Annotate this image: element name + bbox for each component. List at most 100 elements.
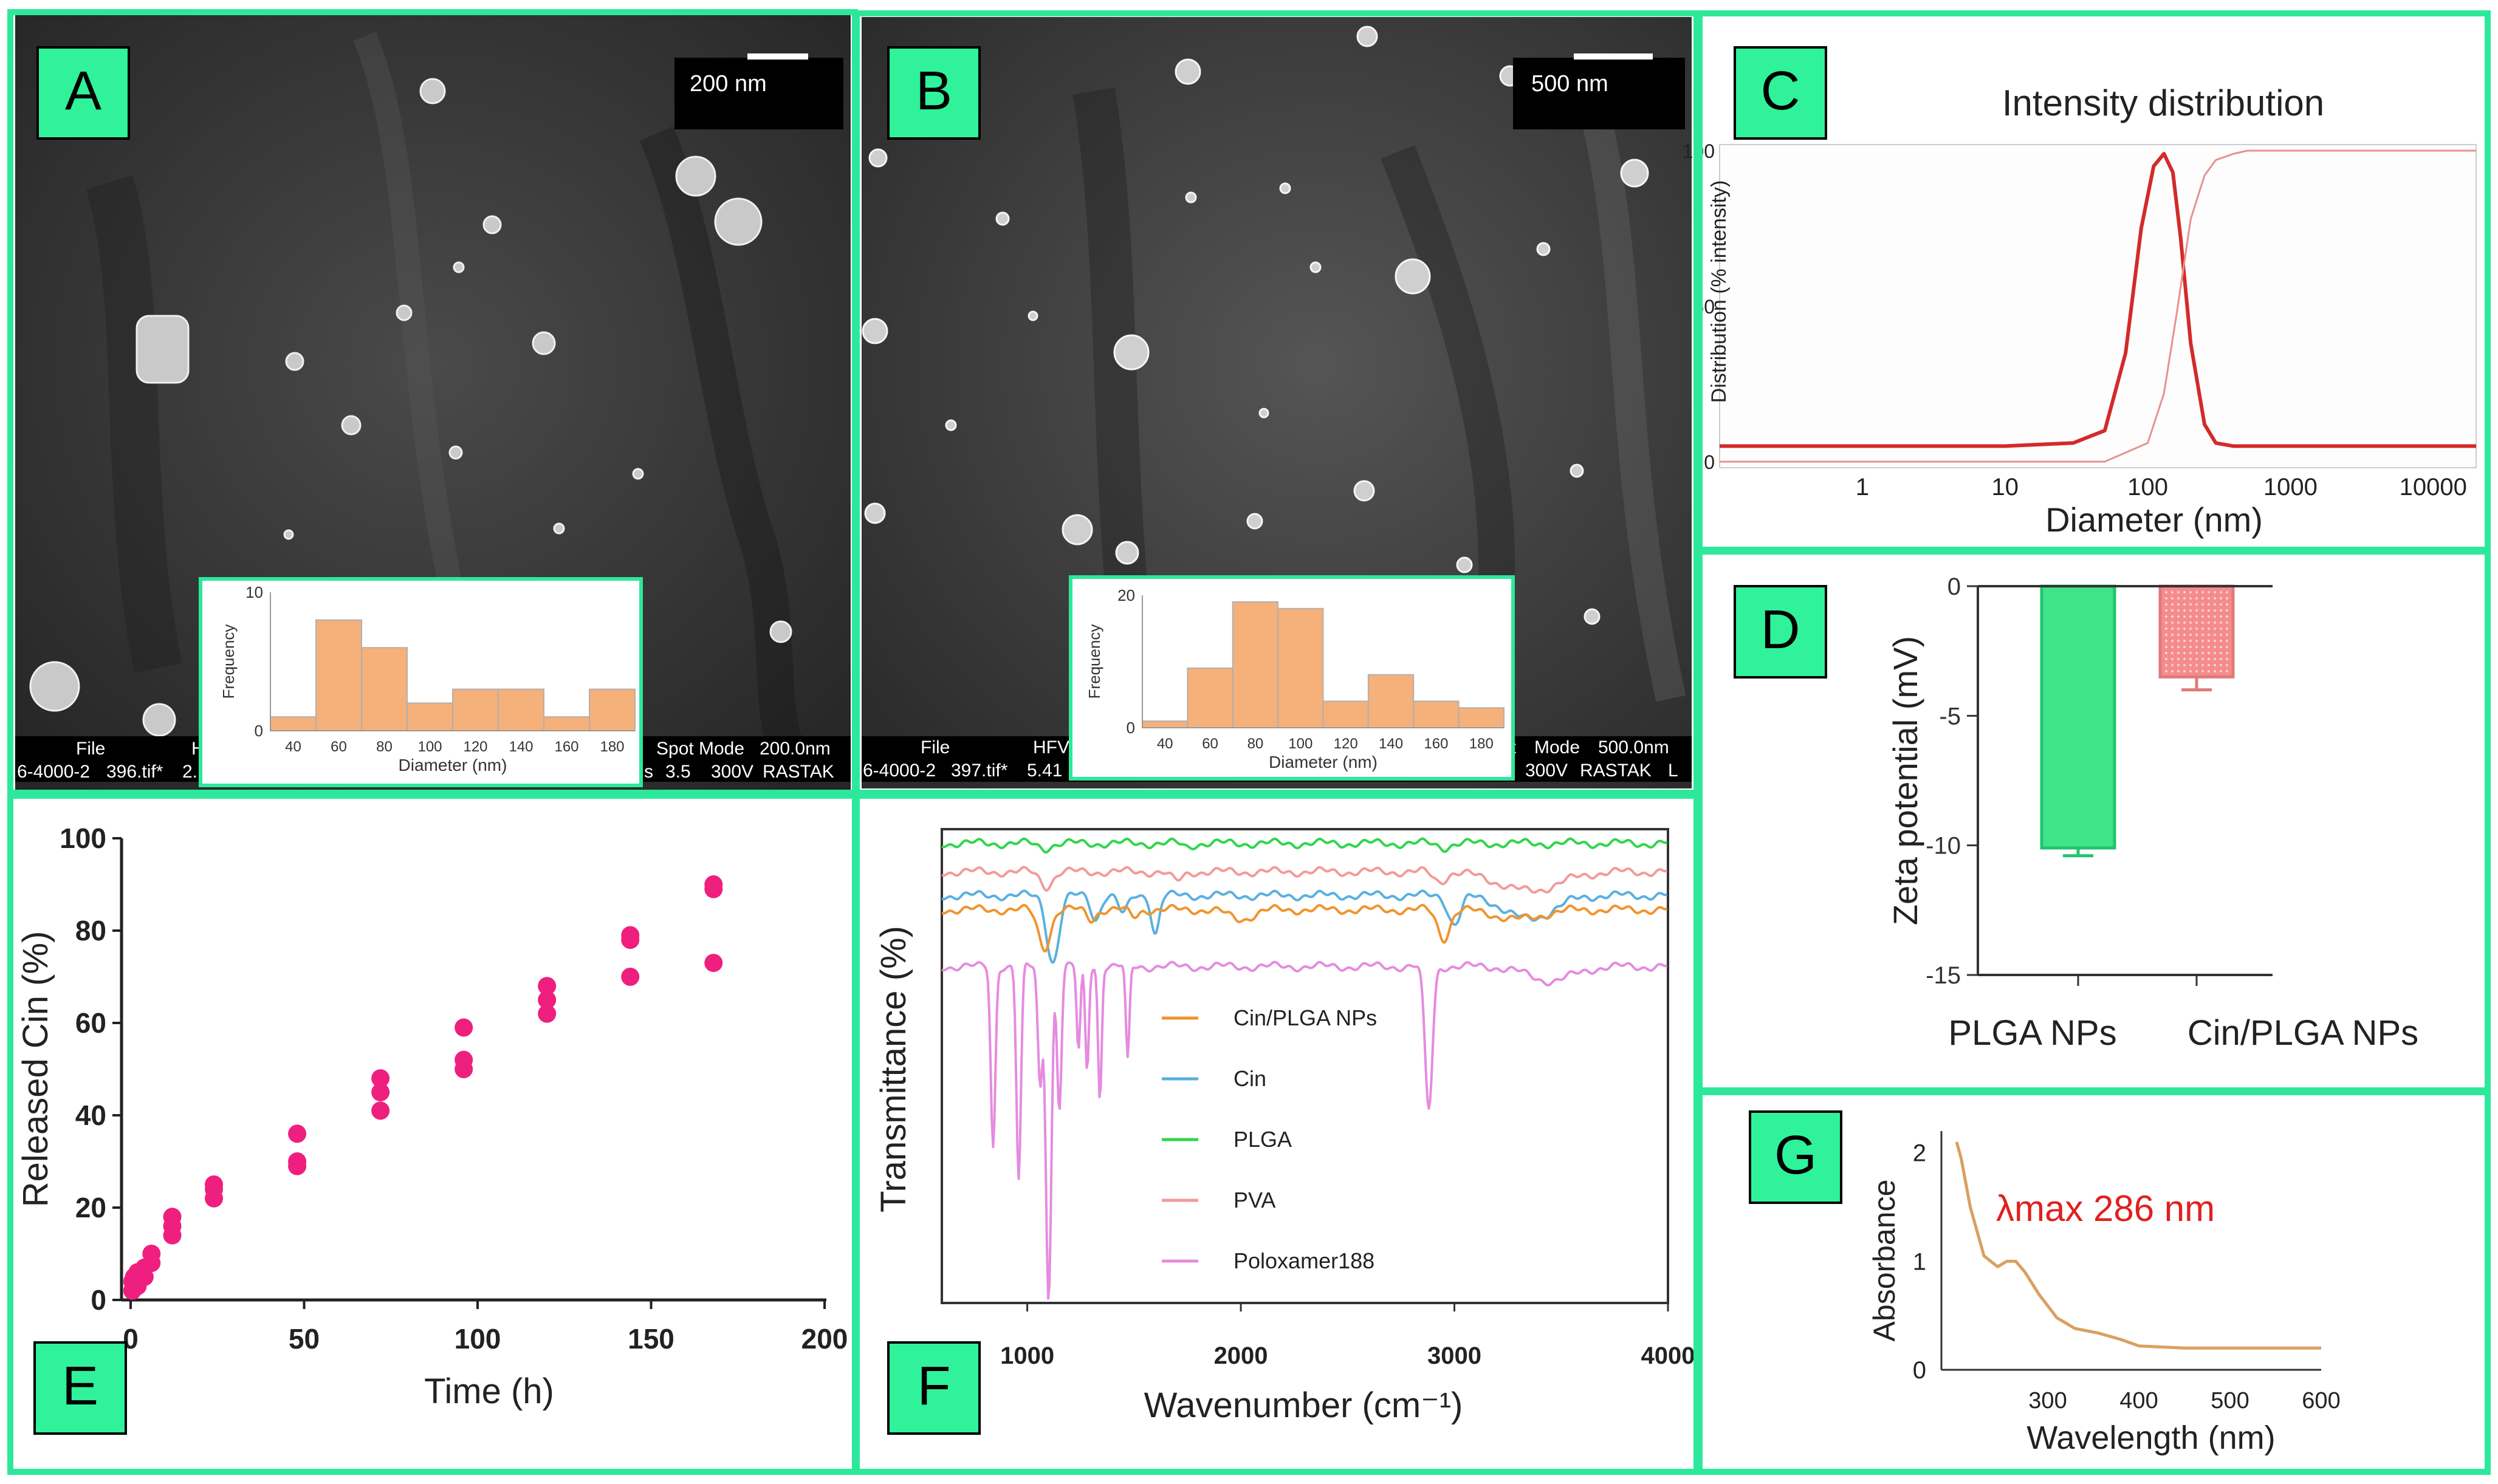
panel-borders — [7, 9, 2491, 1475]
panel-letter: C — [1761, 61, 1800, 121]
x-axis-label: Diameter (nm) — [1269, 753, 1378, 771]
sem-a-scale-bar — [747, 53, 808, 60]
data-point — [288, 1152, 307, 1171]
sem-a-info-value: 2. — [182, 762, 197, 782]
histogram-bar — [1232, 601, 1279, 729]
sem-b-info-value: 397.tif* — [951, 761, 1008, 781]
border-g — [1697, 1089, 2491, 1475]
series-line-distribution — [1720, 152, 2476, 448]
x-tick-label: 3000 — [1427, 1342, 1481, 1369]
legend-label: Poloxamer188 — [1234, 1248, 1374, 1273]
sem-a-scale-box — [674, 58, 843, 129]
panel-letter-box — [1749, 1110, 1842, 1204]
x-tick-label: 150 — [628, 1323, 674, 1355]
panel-f: 1000 2000 3000 4000 Cin/PLGA NPs Cin PLGA PVA Po… — [874, 828, 1695, 1425]
histogram-a-frame — [199, 577, 643, 787]
data-point — [704, 875, 723, 894]
x-tick-label: 120 — [463, 739, 487, 755]
chart-title: Intensity distribution — [2002, 83, 2324, 123]
y-axis-label: Frequency — [1085, 624, 1103, 699]
y-axis-label: Transmittance (%) — [874, 926, 913, 1212]
data-point — [455, 1050, 473, 1069]
panel-letter-box — [887, 46, 981, 140]
x-tick-label: 40 — [1157, 736, 1173, 752]
y-axis-label: Zeta potential (mV) — [1886, 636, 1924, 925]
panel-letter: E — [62, 1356, 98, 1417]
x-tick-label: 100 — [1288, 736, 1312, 752]
plot-area — [1719, 144, 2477, 468]
spectrum-Poloxamer188 — [941, 960, 1668, 1300]
sem-b-scale-box — [1513, 58, 1685, 129]
data-point — [205, 1175, 224, 1194]
sem-b-info-value: L — [1668, 761, 1678, 781]
lambda-max-annotation: λmax 286 nm — [1996, 1188, 2215, 1229]
panel-e-bg — [15, 796, 851, 1467]
y-tick-label: 0 — [1947, 573, 1961, 600]
data-point — [371, 1101, 390, 1120]
x-axis-label: Diameter (nm) — [399, 756, 507, 774]
sem-a-info-value: 6-4000-2 — [17, 762, 90, 782]
histogram-bar — [1322, 700, 1369, 729]
panel-letter: D — [1761, 600, 1800, 660]
y-axis-label: Absorbance — [1867, 1180, 1901, 1342]
y-tick-label: 80 — [75, 915, 106, 946]
y-axis-label: Distribution (% intensity) — [1707, 180, 1731, 403]
x-tick-label: 160 — [1424, 736, 1448, 752]
panel-g: 0 1 2 300 400 500 600 λmax 286 nm Wavelength (nm… — [1867, 1131, 2341, 1456]
data-point — [142, 1245, 161, 1263]
data-point — [455, 1018, 473, 1037]
histogram-bar — [1277, 607, 1324, 728]
x-tick-label: 180 — [600, 739, 624, 755]
histogram-bar — [452, 688, 499, 731]
histogram-bar — [1187, 667, 1234, 729]
plot-frame — [941, 828, 1669, 1304]
x-tick-label: 80 — [1247, 736, 1264, 752]
panel-b: 500 nm File HFV ot Mode 500.0nm 6-4000-2… — [862, 17, 1692, 788]
panel-d: 0 -5 -10 -15 PLGA NPs Cin/PLGA NPs Zeta potent… — [1886, 573, 2418, 1053]
y-tick-label: 0 — [255, 722, 263, 740]
y-tick-label: 60 — [75, 1007, 106, 1039]
panel-letter-box — [887, 1341, 981, 1435]
panel-letter: B — [916, 61, 952, 121]
x-tick-label: 140 — [1379, 736, 1403, 752]
sem-b-particles — [862, 26, 1649, 625]
x-tick-label: 4000 — [1641, 1342, 1695, 1369]
spectrum-PLGA — [941, 837, 1668, 854]
data-point — [538, 991, 557, 1009]
sem-a-info-value: 396.tif* — [106, 762, 163, 782]
y-tick-label: 40 — [75, 1099, 106, 1131]
panel-letter: A — [65, 61, 101, 121]
panel-a: 200 nm File H Spot Mode 200.0nm 6-4000-2… — [15, 15, 851, 790]
x-tick-label: 100 — [2127, 474, 2168, 501]
y-tick-label: -15 — [1926, 962, 1961, 989]
histogram-bar — [361, 647, 408, 731]
data-point — [621, 968, 640, 986]
legend-label: Cin/PLGA NPs — [1234, 1005, 1377, 1030]
sem-b-info-value: 5.41 — [1027, 761, 1062, 781]
panel-letter-box — [36, 46, 130, 140]
x-axis-label: Wavenumber (cm⁻¹) — [1144, 1386, 1463, 1425]
spectrum-line — [1955, 1141, 2321, 1350]
y-tick-label: 0 — [1127, 719, 1135, 737]
panel-letter: G — [1774, 1125, 1817, 1186]
category-label: PLGA NPs — [1948, 1013, 2116, 1053]
y-tick-label: 20 — [75, 1192, 106, 1223]
sem-a-info-value: 3.5 — [665, 762, 691, 782]
sem-b-info-header: Mode — [1534, 737, 1580, 757]
x-tick-label: 1000 — [1000, 1342, 1054, 1369]
histogram-bar — [407, 702, 453, 732]
spectrum-Cin/PLGA NPs — [941, 903, 1668, 952]
sem-a-info-header: Mode — [699, 739, 744, 759]
sem-a-info-header: Spot — [656, 739, 694, 759]
panel-letter: F — [918, 1356, 951, 1417]
y-tick-label: 0 — [91, 1284, 106, 1316]
legend-label: Cin — [1234, 1066, 1266, 1091]
sem-a-info-value: 300V — [711, 762, 753, 782]
panel-letter-box — [33, 1341, 127, 1435]
sem-b-scale-bar — [1574, 53, 1653, 60]
x-axis-label: Diameter (nm) — [2045, 501, 2263, 539]
legend-label: PLGA — [1234, 1127, 1292, 1152]
sem-b-info-value: 6-4000-2 — [863, 761, 936, 781]
x-tick-label: 600 — [2302, 1388, 2340, 1414]
